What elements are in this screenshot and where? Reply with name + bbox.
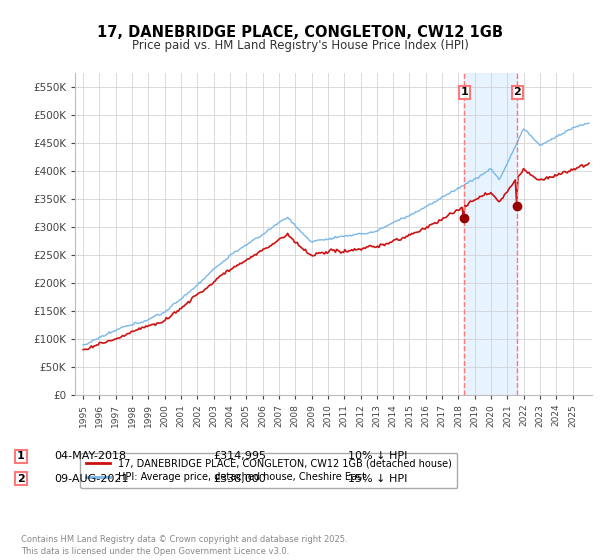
Text: 1: 1 — [460, 87, 468, 97]
Text: Price paid vs. HM Land Registry's House Price Index (HPI): Price paid vs. HM Land Registry's House … — [131, 39, 469, 52]
Text: 2: 2 — [17, 474, 25, 484]
Text: £338,000: £338,000 — [213, 474, 266, 484]
Text: 2: 2 — [513, 87, 521, 97]
Legend: 17, DANEBRIDGE PLACE, CONGLETON, CW12 1GB (detached house), HPI: Average price, : 17, DANEBRIDGE PLACE, CONGLETON, CW12 1G… — [80, 452, 457, 488]
Bar — [464, 73, 517, 395]
Text: 15% ↓ HPI: 15% ↓ HPI — [348, 474, 407, 484]
Text: £314,995: £314,995 — [213, 451, 266, 461]
Text: 09-AUG-2021: 09-AUG-2021 — [54, 474, 128, 484]
Text: 1: 1 — [17, 451, 25, 461]
Text: 10% ↓ HPI: 10% ↓ HPI — [348, 451, 407, 461]
Text: Contains HM Land Registry data © Crown copyright and database right 2025.
This d: Contains HM Land Registry data © Crown c… — [21, 535, 347, 556]
Text: 17, DANEBRIDGE PLACE, CONGLETON, CW12 1GB: 17, DANEBRIDGE PLACE, CONGLETON, CW12 1G… — [97, 25, 503, 40]
Text: 04-MAY-2018: 04-MAY-2018 — [54, 451, 126, 461]
